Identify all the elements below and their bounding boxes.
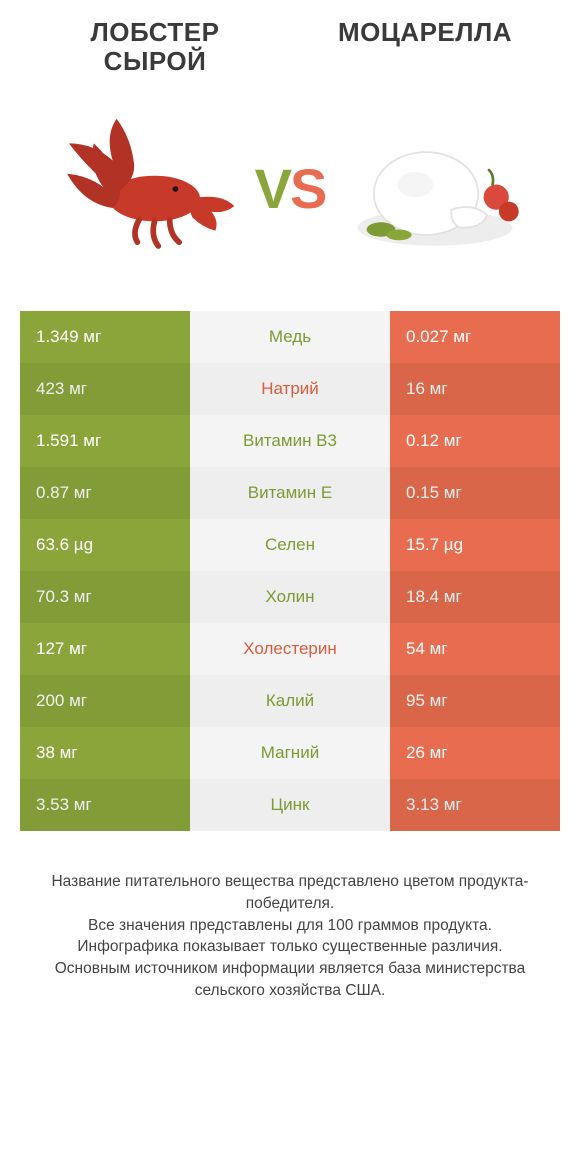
cell-nutrient-label: Витамин E: [190, 467, 390, 519]
cell-left-value: 127 мг: [20, 623, 190, 675]
comparison-table: 1.349 мг Медь 0.027 мг 423 мг Натрий 16 …: [20, 311, 560, 831]
vs-badge: VS: [255, 161, 326, 217]
cell-nutrient-label: Медь: [190, 311, 390, 363]
hero-left: [0, 89, 290, 289]
cell-left-value: 1.349 мг: [20, 311, 190, 363]
cell-left-value: 38 мг: [20, 727, 190, 779]
vs-letter-s: S: [290, 161, 325, 217]
footer-notes: Название питательного вещества представл…: [20, 871, 560, 1001]
cell-nutrient-label: Селен: [190, 519, 390, 571]
cell-left-value: 0.87 мг: [20, 467, 190, 519]
table-row: 127 мг Холестерин 54 мг: [20, 623, 560, 675]
cell-left-value: 200 мг: [20, 675, 190, 727]
table-row: 423 мг Натрий 16 мг: [20, 363, 560, 415]
cell-nutrient-label: Натрий: [190, 363, 390, 415]
cell-left-value: 423 мг: [20, 363, 190, 415]
cell-right-value: 3.13 мг: [390, 779, 560, 831]
footer-line: Инфографика показывает только существенн…: [20, 936, 560, 958]
cell-nutrient-label: Цинк: [190, 779, 390, 831]
cell-left-value: 63.6 µg: [20, 519, 190, 571]
table-row: 1.349 мг Медь 0.027 мг: [20, 311, 560, 363]
footer-line: Название питательного вещества представл…: [20, 871, 560, 914]
cell-nutrient-label: Калий: [190, 675, 390, 727]
cell-right-value: 95 мг: [390, 675, 560, 727]
table-row: 0.87 мг Витамин E 0.15 мг: [20, 467, 560, 519]
table-row: 3.53 мг Цинк 3.13 мг: [20, 779, 560, 831]
hero-right: [290, 89, 580, 289]
cell-right-value: 18.4 мг: [390, 571, 560, 623]
cell-nutrient-label: Магний: [190, 727, 390, 779]
cell-left-value: 1.591 мг: [20, 415, 190, 467]
table-row: 63.6 µg Селен 15.7 µg: [20, 519, 560, 571]
title-left: ЛОБСТЕР СЫРОЙ: [20, 18, 290, 75]
title-right: МОЦАРЕЛЛА: [290, 18, 560, 75]
cell-left-value: 70.3 мг: [20, 571, 190, 623]
cell-nutrient-label: Холин: [190, 571, 390, 623]
footer-line: Основным источником информации является …: [20, 958, 560, 1001]
table-row: 200 мг Калий 95 мг: [20, 675, 560, 727]
cell-right-value: 16 мг: [390, 363, 560, 415]
cell-right-value: 0.027 мг: [390, 311, 560, 363]
table-row: 38 мг Магний 26 мг: [20, 727, 560, 779]
cell-right-value: 0.15 мг: [390, 467, 560, 519]
table-row: 70.3 мг Холин 18.4 мг: [20, 571, 560, 623]
hero-row: VS: [0, 89, 580, 289]
cell-nutrient-label: Холестерин: [190, 623, 390, 675]
title-row: ЛОБСТЕР СЫРОЙ МОЦАРЕЛЛА: [0, 0, 580, 83]
cell-right-value: 54 мг: [390, 623, 560, 675]
infographic-container: ЛОБСТЕР СЫРОЙ МОЦАРЕЛЛА: [0, 0, 580, 1001]
vs-letter-v: V: [255, 161, 290, 217]
table-row: 1.591 мг Витамин B3 0.12 мг: [20, 415, 560, 467]
cell-left-value: 3.53 мг: [20, 779, 190, 831]
mozzarella-icon: [345, 119, 525, 259]
cell-right-value: 26 мг: [390, 727, 560, 779]
footer-line: Все значения представлены для 100 граммо…: [20, 915, 560, 937]
cell-nutrient-label: Витамин B3: [190, 415, 390, 467]
cell-right-value: 0.12 мг: [390, 415, 560, 467]
lobster-icon: [50, 109, 240, 269]
cell-right-value: 15.7 µg: [390, 519, 560, 571]
